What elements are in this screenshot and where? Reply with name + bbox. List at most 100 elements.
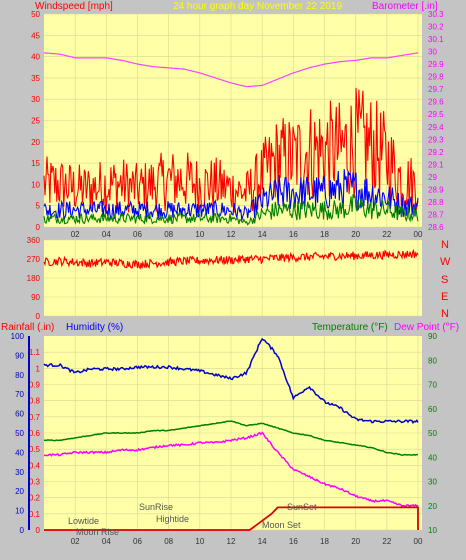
barometer-tick-label: 30.2 [428,23,444,32]
humidity-tick-label: 70 [15,390,24,399]
bottom-x-tick-label: 08 [164,537,173,546]
event-sunset: SunSet [287,502,317,512]
barometer-tick-label: 29.2 [428,148,444,157]
wind-tick-label: 20 [31,138,40,147]
barometer-tick-label: 29.5 [428,110,444,119]
rainfall-tick-label: 0.3 [29,478,41,487]
rainfall-axis-title: Rainfall (.in) [1,322,54,333]
event-lowtide: Lowtide [68,516,99,526]
wind-x-tick-label: 02 [71,230,80,239]
compass-label-n-bottom: N [441,308,449,320]
temperature-tick-label: 40 [428,453,437,462]
barometer-tick-label: 29.3 [428,135,444,144]
windspeed-axis-title: Windspeed [mph] [35,1,113,12]
rainfall-tick-label: 1.1 [29,348,41,357]
chart-title: 24 hour graph day November 22 2019 [173,1,342,12]
wind-low-series [43,194,419,226]
temperature-tick-label: 70 [428,381,437,390]
barometer-tick-label: 29.4 [428,123,444,132]
rainfall-tick-label: 0.8 [29,397,41,406]
temperature-axis-title: Temperature (°F) [312,322,388,333]
wind-tick-label: 45 [31,31,40,40]
barometer-tick-label: 29.1 [428,160,444,169]
temperature-tick-label: 50 [428,429,437,438]
rainfall-tick-label: 0.9 [29,381,41,390]
bottom-x-tick-label: 14 [258,537,267,546]
wind-x-tick-label: 14 [258,230,267,239]
rainfall-tick-label: 1 [36,364,41,373]
humidity-tick-label: 40 [15,448,24,457]
humidity-series [43,337,419,424]
wind-tick-label: 0 [36,223,41,232]
bottom-x-tick-label: 18 [320,537,329,546]
humidity-tick-label: 20 [15,487,24,496]
barometer-tick-label: 29 [428,173,437,182]
wind-tick-label: 30 [31,95,40,104]
humidity-tick-label: 30 [15,468,24,477]
humidity-tick-label: 100 [11,332,25,341]
wind-x-tick-label: 00 [414,230,423,239]
humidity-tick-label: 90 [15,351,24,360]
wind-tick-label: 5 [36,202,41,211]
temperature-tick-label: 30 [428,478,437,487]
bottom-x-tick-label: 20 [351,537,360,546]
barometer-series [43,52,419,88]
barometer-tick-label: 30 [428,48,437,57]
bottom-x-tick-label: 00 [414,537,423,546]
direction-tick-label: 180 [27,274,41,283]
humidity-tick-label: 80 [15,371,24,380]
bottom-x-tick-label: 16 [289,537,298,546]
wind-tick-label: 15 [31,159,40,168]
wind-x-tick-label: 08 [164,230,173,239]
rainfall-tick-label: 0.7 [29,413,41,422]
wind-x-tick-label: 22 [382,230,391,239]
compass-label-n-top: N [441,239,449,251]
wind-tick-label: 10 [31,180,40,189]
barometer-tick-label: 28.8 [428,198,444,207]
rainfall-tick-label: 0.6 [29,429,41,438]
bottom-x-tick-label: 22 [382,537,391,546]
wind-avg-series [43,169,419,221]
bottom-x-tick-label: 02 [71,537,80,546]
dewpoint-axis-title: Dew Point (°F) [394,322,459,333]
barometer-tick-label: 28.6 [428,223,444,232]
barometer-tick-label: 28.7 [428,210,444,219]
event-sunrise: SunRise [139,502,173,512]
wind-tick-label: 40 [31,53,40,62]
wind-direction-series [43,248,419,270]
temperature-tick-label: 90 [428,332,437,341]
temperature-series [43,420,419,456]
compass-label-s: S [441,274,448,286]
wind-tick-label: 35 [31,74,40,83]
dewpoint-series [43,431,419,508]
compass-label-e: E [441,291,448,303]
wind-x-tick-label: 16 [289,230,298,239]
rainfall-tick-label: 0.4 [29,461,41,470]
wind-x-tick-label: 04 [102,230,111,239]
direction-tick-label: 90 [31,293,40,302]
bottom-x-tick-label: 10 [195,537,204,546]
bottom-x-tick-label: 04 [102,537,111,546]
compass-label-w: W [440,256,451,268]
humidity-axis-title: Humidity (%) [66,322,123,333]
direction-tick-label: 270 [27,255,41,264]
rainfall-series [44,506,419,531]
rainfall-tick-label: 0.1 [29,510,41,519]
barometer-tick-label: 30.3 [428,10,444,19]
temperature-tick-label: 80 [428,356,437,365]
wind-gust-series [43,87,419,213]
bottom-x-tick-label: 06 [133,537,142,546]
wind-tick-label: 50 [31,10,40,19]
humidity-tick-label: 60 [15,410,24,419]
barometer-tick-label: 28.9 [428,185,444,194]
direction-tick-label: 0 [36,312,41,321]
barometer-axis-title: Barometer [.in] [372,1,438,12]
temperature-tick-label: 10 [428,526,437,535]
barometer-tick-label: 29.9 [428,60,444,69]
event-moonset: Moon Set [262,520,301,530]
barometer-tick-label: 29.6 [428,98,444,107]
direction-tick-label: 360 [27,236,41,245]
barometer-tick-label: 30.1 [428,35,444,44]
